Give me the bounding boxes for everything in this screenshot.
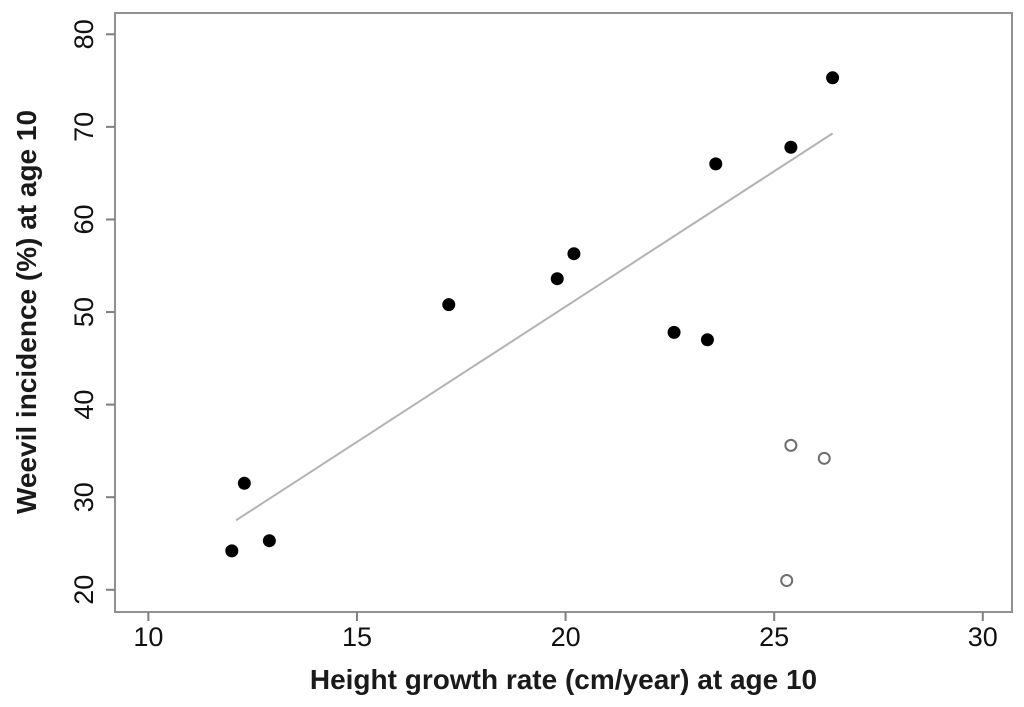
data-point-filled: [442, 298, 456, 312]
y-tick-label: 50: [69, 297, 99, 327]
data-point-open: [817, 451, 831, 465]
data-point-filled: [567, 247, 581, 261]
x-axis-title: Height growth rate (cm/year) at age 10: [309, 664, 818, 695]
plot-border: [114, 12, 1013, 613]
y-tick-label: 80: [69, 19, 99, 49]
x-tick-label: 15: [342, 622, 372, 652]
data-point-filled: [784, 140, 798, 154]
y-axis-title: Weevil incidence (%) at age 10: [11, 109, 42, 515]
trend-line: [235, 132, 834, 522]
data-point-filled: [700, 333, 714, 347]
data-point-open: [784, 438, 798, 452]
x-tick-label: 30: [968, 622, 998, 652]
data-point-filled: [237, 476, 251, 490]
data-point-filled: [262, 534, 276, 548]
y-tick-label: 30: [69, 482, 99, 512]
data-point-filled: [550, 272, 564, 286]
data-point-filled: [225, 544, 239, 558]
y-tick-label: 20: [69, 575, 99, 605]
y-tick-label: 60: [69, 204, 99, 234]
y-tick-label: 70: [69, 112, 99, 142]
x-tick-label: 20: [551, 622, 581, 652]
data-point-open: [780, 574, 794, 588]
x-tick-label: 10: [133, 622, 163, 652]
data-point-filled: [826, 71, 840, 85]
data-point-filled: [667, 325, 681, 339]
data-point-filled: [709, 157, 723, 171]
x-tick-label: 25: [759, 622, 789, 652]
y-tick-label: 40: [69, 390, 99, 420]
